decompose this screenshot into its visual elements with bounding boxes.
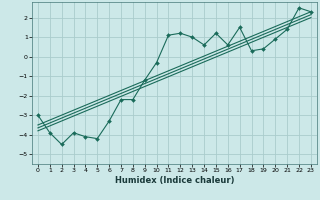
X-axis label: Humidex (Indice chaleur): Humidex (Indice chaleur) [115,176,234,185]
